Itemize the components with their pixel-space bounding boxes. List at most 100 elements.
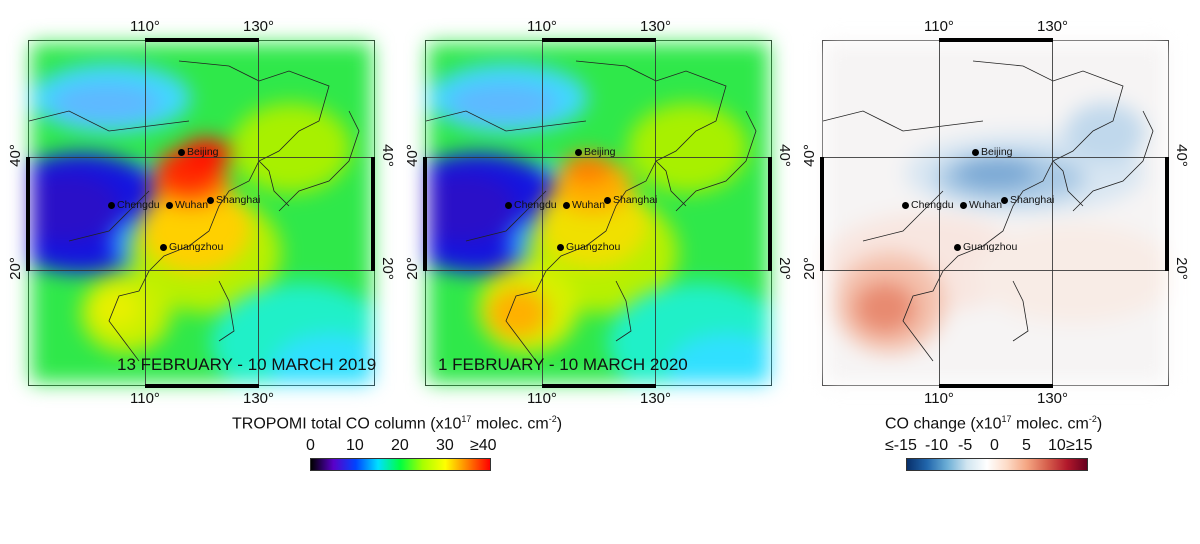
coastline-borders [823,60,1154,362]
frame-segment [820,157,824,271]
city-marker-beijing: Beijing [575,146,616,158]
city-marker-chengdu: Chengdu [108,199,160,211]
lat-label-20: 20° [378,257,396,280]
colorbar1-tick: 30 [436,437,454,454]
frame-segment [1165,157,1169,271]
lon-label-110: 110° [527,390,557,407]
city-dot-icon [563,201,570,209]
city-marker-beijing: Beijing [972,146,1013,158]
co-region [448,83,558,123]
frame-segment [145,38,259,42]
frame-segment [423,157,427,271]
graticule-line [823,157,1168,158]
colorbar2-tick: 5 [1022,437,1031,454]
co-region [31,173,121,243]
lon-label-130: 130° [1037,18,1069,35]
city-marker-beijing: Beijing [178,146,219,158]
city-dot-icon [166,201,173,209]
city-dot-icon [954,243,961,251]
graticule-line [426,270,771,271]
colorbar2-tick: ≤-15 [885,437,917,454]
city-dot-icon [108,201,115,209]
city-label: Chengdu [911,199,954,211]
city-label: Chengdu [117,199,160,211]
city-dot-icon [207,196,214,204]
frame-segment [542,384,656,388]
lat-label-40: 40° [403,144,421,167]
city-label: Wuhan [175,199,209,211]
city-marker-guangzhou: Guangzhou [160,241,223,253]
lat-label-20: 20° [1172,257,1190,280]
colorbar2-tick: ≥15 [1066,437,1093,454]
lat-label-40: 40° [800,144,818,167]
lon-label-130: 130° [243,390,275,407]
city-marker-chengdu: Chengdu [505,199,557,211]
co-region [51,83,161,123]
lon-label-130: 130° [1037,390,1069,407]
co-region [231,103,351,193]
map-panel-change: Beijing Chengdu Wuhan Shanghai Guangzhou [820,38,1169,388]
city-label: Beijing [981,146,1013,158]
city-marker-wuhan: Wuhan [960,199,1002,211]
colorbar-co-change [906,458,1088,471]
city-dot-icon [902,201,909,209]
city-label: Guangzhou [566,241,621,253]
city-dot-icon [178,148,185,156]
co-map-field [825,43,1166,383]
co-region [488,288,548,338]
colorbar2-tick: 10 [1048,437,1066,454]
frame-segment [371,157,375,271]
graticule-line [823,270,1168,271]
lon-label-110: 110° [130,390,160,407]
co-region [855,283,915,333]
lon-label-110: 110° [924,390,954,407]
city-label: Wuhan [969,199,1003,211]
colorbar1-tick: 10 [346,437,364,454]
lon-label-110: 110° [527,18,557,35]
graticule-line [655,41,656,385]
city-marker-shanghai: Shanghai [207,194,260,206]
city-dot-icon [960,201,967,209]
city-marker-shanghai: Shanghai [604,194,657,206]
graticule-line [939,41,940,385]
frame-segment [768,157,772,271]
lon-label-130: 130° [640,390,672,407]
lat-label-20: 20° [800,257,818,280]
co-region [428,173,518,243]
city-marker-guangzhou: Guangzhou [954,241,1017,253]
frame-segment [939,384,1053,388]
lon-label-130: 130° [640,18,672,35]
co-region [181,138,231,168]
colorbar2-tick: 0 [990,437,999,454]
city-dot-icon [505,201,512,209]
colorbar1-tick: ≥40 [470,437,497,454]
colorbar-title-co-change: CO change (x1017 molec. cm-2) [885,414,1103,433]
lat-label-40: 40° [1172,144,1190,167]
city-dot-icon [972,148,979,156]
lat-label-40: 40° [6,144,24,167]
co-map-field [31,43,372,383]
co-map-field [428,43,769,383]
co-region [955,158,1035,188]
city-label: Wuhan [572,199,606,211]
city-dot-icon [160,243,167,251]
colorbar2-tick: -10 [925,437,949,454]
colorbar-title-co-column: TROPOMI total CO column (x1017 molec. cm… [232,414,563,433]
city-marker-wuhan: Wuhan [563,199,605,211]
city-marker-guangzhou: Guangzhou [557,241,620,253]
colorbar1-tick: 20 [391,437,409,454]
co-region [628,103,748,193]
graticule-line [542,41,543,385]
city-label: Guangzhou [963,241,1018,253]
frame-segment [26,157,30,271]
coastline-borders [426,60,757,362]
graticule-line [1052,41,1053,385]
co-region [563,153,613,183]
city-marker-shanghai: Shanghai [1001,194,1054,206]
city-label: Shanghai [1010,194,1055,206]
coastline-borders [29,60,360,362]
graticule-line [29,157,374,158]
city-marker-chengdu: Chengdu [902,199,954,211]
city-label: Shanghai [613,194,658,206]
